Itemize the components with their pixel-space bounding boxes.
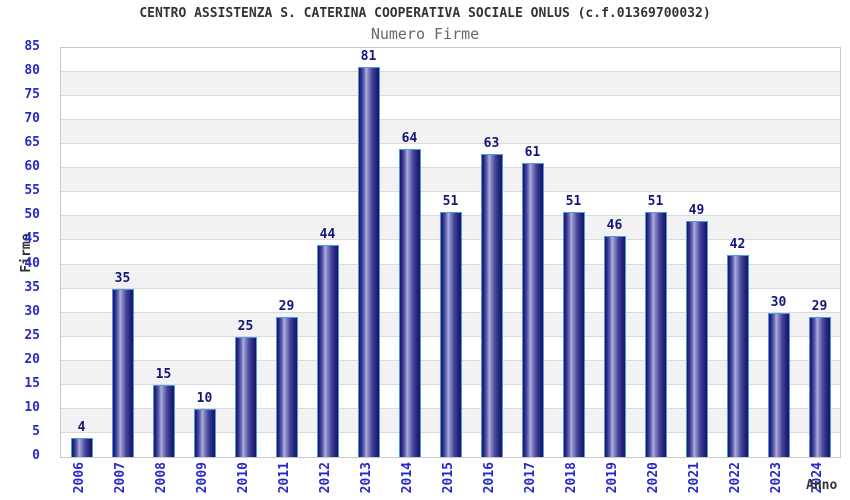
y-tick-label: 75 bbox=[24, 87, 40, 103]
x-tick-label: 2006 bbox=[71, 462, 87, 494]
x-tick-label: 2009 bbox=[194, 462, 210, 494]
gridline bbox=[61, 167, 840, 169]
x-tick-label: 2022 bbox=[727, 462, 743, 494]
x-tick-label: 2017 bbox=[522, 462, 538, 494]
gridline bbox=[61, 71, 840, 73]
chart-subtitle: Numero Firme bbox=[370, 25, 480, 43]
y-tick-label: 55 bbox=[24, 183, 40, 199]
bar-value-label: 61 bbox=[524, 145, 541, 161]
chart-title: CENTRO ASSISTENZA S. CATERINA COOPERATIV… bbox=[139, 6, 711, 21]
bar-value-label: 51 bbox=[565, 193, 582, 209]
y-axis-ticks: 0 5 10 15 20 25 30 35 40 45 50 55 60 65 70 75 80 85 bbox=[0, 39, 50, 463]
gridline bbox=[61, 143, 840, 145]
y-tick-label: 0 bbox=[32, 448, 40, 463]
grid-band bbox=[61, 120, 840, 145]
x-tick-label: 2010 bbox=[235, 462, 251, 494]
y-tick-label: 85 bbox=[24, 39, 40, 54]
y-tick-label: 5 bbox=[32, 423, 40, 439]
gridline bbox=[61, 191, 840, 193]
bar bbox=[644, 211, 667, 457]
bar-value-label: 81 bbox=[360, 49, 377, 65]
bar-value-label: 35 bbox=[114, 270, 131, 286]
y-tick-label: 30 bbox=[24, 303, 40, 319]
x-tick-label: 2011 bbox=[276, 462, 292, 494]
bar bbox=[767, 312, 790, 457]
bar bbox=[562, 211, 585, 457]
grid-band bbox=[61, 168, 840, 193]
bar-value-label: 29 bbox=[811, 299, 828, 315]
grid-band bbox=[61, 72, 840, 97]
bar bbox=[685, 221, 708, 457]
bar bbox=[603, 235, 626, 457]
x-tick-label: 2016 bbox=[481, 462, 497, 494]
y-tick-label: 50 bbox=[24, 207, 40, 223]
bar bbox=[439, 211, 462, 457]
y-tick-label: 25 bbox=[24, 327, 40, 343]
bar bbox=[111, 288, 134, 457]
bar-value-label: 15 bbox=[155, 366, 172, 382]
bar bbox=[521, 163, 544, 457]
bar-value-label: 10 bbox=[196, 390, 213, 406]
plot-area: 4 35 15 10 25 29 44 81 64 51 63 61 51 46 51 49 42 30 29 bbox=[60, 47, 841, 458]
bar bbox=[275, 317, 298, 457]
bar-value-label: 51 bbox=[647, 193, 664, 209]
x-tick-label: 2018 bbox=[563, 462, 579, 494]
bar-value-label: 46 bbox=[606, 217, 623, 233]
bar bbox=[808, 317, 831, 457]
bar-value-label: 42 bbox=[729, 236, 746, 252]
x-tick-label: 2012 bbox=[317, 462, 333, 494]
y-tick-label: 40 bbox=[24, 255, 40, 271]
x-axis-ticks: 2006 2007 2008 2009 2010 2011 2012 2013 2014 2015… bbox=[60, 458, 839, 500]
bar-value-label: 64 bbox=[401, 131, 418, 147]
gridline bbox=[61, 95, 840, 97]
bar bbox=[234, 336, 257, 457]
bar bbox=[152, 384, 175, 457]
bar bbox=[480, 153, 503, 457]
bar-value-label: 30 bbox=[770, 294, 787, 310]
y-tick-label: 35 bbox=[24, 279, 40, 295]
bar bbox=[398, 149, 421, 457]
y-tick-label: 20 bbox=[24, 351, 40, 367]
bar-value-label: 29 bbox=[278, 299, 295, 315]
bar bbox=[70, 437, 93, 457]
bar bbox=[357, 67, 380, 457]
bar bbox=[726, 254, 749, 457]
y-tick-label: 15 bbox=[24, 375, 40, 391]
x-tick-label: 2019 bbox=[604, 462, 620, 494]
bar-value-label: 4 bbox=[77, 419, 86, 435]
x-tick-label: 2023 bbox=[768, 462, 784, 494]
x-axis-title: Anno bbox=[806, 478, 838, 493]
y-tick-label: 70 bbox=[24, 111, 40, 127]
x-tick-label: 2020 bbox=[645, 462, 661, 494]
x-tick-label: 2013 bbox=[358, 462, 374, 494]
bar-value-label: 49 bbox=[688, 203, 705, 219]
x-tick-label: 2007 bbox=[112, 462, 128, 494]
gridline bbox=[61, 119, 840, 121]
y-tick-label: 80 bbox=[24, 63, 40, 79]
x-tick-label: 2008 bbox=[153, 462, 169, 494]
bar bbox=[316, 245, 339, 457]
bar-value-label: 44 bbox=[319, 227, 336, 243]
y-tick-label: 45 bbox=[24, 231, 40, 247]
y-tick-label: 60 bbox=[24, 159, 40, 175]
x-tick-label: 2014 bbox=[399, 462, 415, 494]
bar-value-label: 51 bbox=[442, 193, 459, 209]
x-tick-label: 2015 bbox=[440, 462, 456, 494]
bar-value-label: 25 bbox=[237, 318, 254, 334]
y-tick-label: 10 bbox=[24, 399, 40, 415]
bar bbox=[193, 408, 216, 457]
y-tick-label: 65 bbox=[24, 135, 40, 151]
x-tick-label: 2021 bbox=[686, 462, 702, 494]
bar-value-label: 63 bbox=[483, 135, 500, 151]
